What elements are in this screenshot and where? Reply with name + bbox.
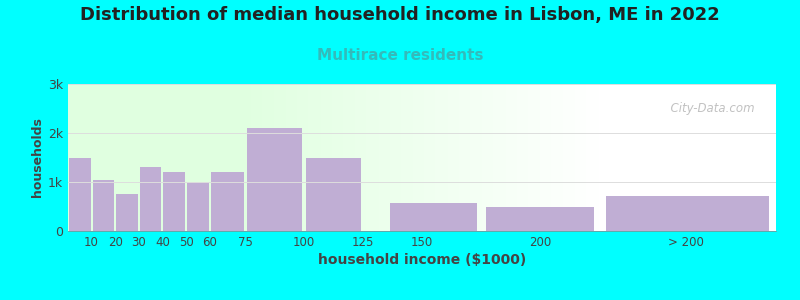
- X-axis label: household income ($1000): household income ($1000): [318, 253, 526, 267]
- Bar: [486, 206, 594, 231]
- Bar: [606, 196, 769, 231]
- Text: City-Data.com: City-Data.com: [663, 102, 754, 115]
- Text: Multirace residents: Multirace residents: [317, 48, 483, 63]
- Bar: [390, 202, 478, 231]
- Bar: [187, 183, 209, 231]
- Bar: [247, 128, 302, 231]
- Bar: [93, 179, 114, 231]
- Y-axis label: households: households: [31, 118, 44, 197]
- Text: Distribution of median household income in Lisbon, ME in 2022: Distribution of median household income …: [80, 6, 720, 24]
- Bar: [163, 172, 185, 231]
- Bar: [69, 158, 90, 231]
- Bar: [306, 158, 361, 231]
- Bar: [211, 172, 243, 231]
- Bar: [140, 167, 162, 231]
- Bar: [116, 194, 138, 231]
